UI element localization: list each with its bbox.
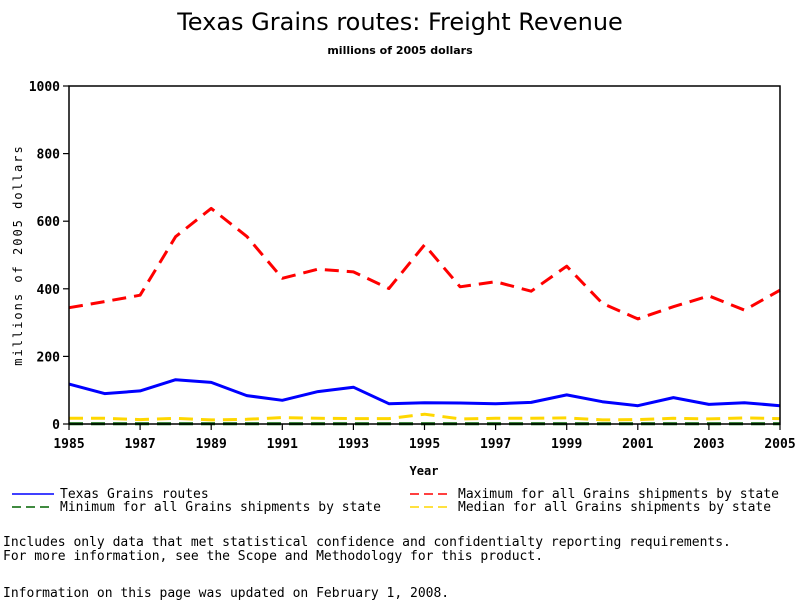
chart-title: Texas Grains routes: Freight Revenue [176,8,623,36]
y-tick-label: 600 [37,215,61,230]
series-line-1 [69,208,780,319]
y-tick-label: 200 [37,350,61,365]
x-tick-label: 1989 [196,437,227,452]
x-tick-label: 2005 [764,437,795,452]
footnote-line-2: For more information, see the Scope and … [3,550,543,564]
x-tick-label: 1997 [480,437,511,452]
y-axis-label: millions of 2005 dollars [11,144,25,365]
x-tick-label: 1985 [53,437,84,452]
y-tick-label: 1000 [29,80,60,95]
series-line-0 [69,380,780,406]
x-tick-label: 1987 [124,437,155,452]
x-tick-label: 1999 [551,437,582,452]
x-axis: 1985 1987 1989 1991 1993 1995 1997 1999 2001 2003… [53,424,795,452]
chart-subtitle: millions of 2005 dollars [327,44,473,57]
y-tick-label: 800 [37,148,61,163]
x-tick-label: 2001 [622,437,653,452]
x-tick-label: 2003 [693,437,724,452]
y-tick-label: 0 [52,418,60,433]
y-tick-label: 400 [37,283,61,298]
x-axis-label: Year [410,464,439,478]
updated-note: Information on this page was updated on … [3,587,449,601]
x-tick-label: 1991 [267,437,298,452]
y-axis: 0 200 400 600 800 1000 [29,80,69,433]
legend-label: Minimum for all Grains shipments by stat… [60,500,381,515]
legend-label: Median for all Grains shipments by state [458,500,771,515]
legend-item: Median for all Grains shipments by state [410,500,771,515]
footnote-line-1: Includes only data that met statistical … [3,536,731,550]
x-tick-label: 1995 [409,437,440,452]
legend-item: Minimum for all Grains shipments by stat… [12,500,381,515]
series-layer [69,208,780,423]
plot-frame [69,86,780,424]
x-tick-label: 1993 [338,437,369,452]
series-line-3 [69,414,780,420]
